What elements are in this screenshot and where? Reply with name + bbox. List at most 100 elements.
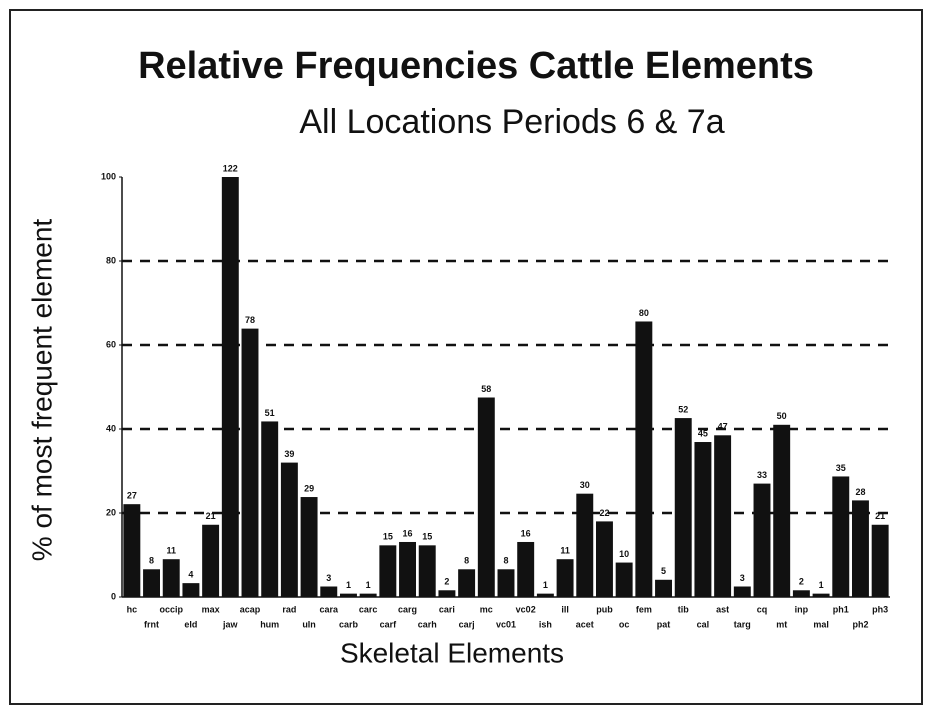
x-tick-label: cal xyxy=(697,619,710,629)
x-tick-label: oc xyxy=(619,619,630,629)
x-tick-label: hum xyxy=(260,619,279,629)
bar xyxy=(615,562,633,597)
data-label: 80 xyxy=(639,308,649,318)
x-tick-label: ast xyxy=(716,604,729,614)
bar xyxy=(694,442,712,597)
x-tick-label: eld xyxy=(184,619,197,629)
x-tick-label: vc02 xyxy=(516,604,536,614)
bar xyxy=(438,590,456,597)
y-tick-label: 80 xyxy=(106,255,116,265)
x-tick-label: ph2 xyxy=(852,619,868,629)
x-tick-label: occip xyxy=(159,604,183,614)
chart-title: Relative Frequencies Cattle Elements xyxy=(138,45,814,87)
data-label: 27 xyxy=(127,491,137,501)
x-tick-label: cara xyxy=(320,604,340,614)
data-label: 122 xyxy=(223,163,238,173)
bar xyxy=(202,524,220,597)
data-label: 47 xyxy=(718,422,728,432)
x-tick-label: fem xyxy=(636,604,652,614)
bar xyxy=(241,328,259,597)
data-label: 1 xyxy=(366,580,371,590)
x-tick-label: jaw xyxy=(222,619,239,629)
data-label: 2 xyxy=(799,577,804,587)
y-tick-label: 40 xyxy=(106,423,116,433)
data-label: 5 xyxy=(661,566,666,576)
x-tick-label: mc xyxy=(480,604,493,614)
x-tick-label: carb xyxy=(339,619,359,629)
bar xyxy=(123,504,141,597)
data-label: 58 xyxy=(481,384,491,394)
data-label: 39 xyxy=(284,449,294,459)
bar xyxy=(280,462,298,597)
x-tick-label: tib xyxy=(678,604,689,614)
bar xyxy=(418,545,436,597)
bar xyxy=(792,590,810,597)
data-label: 51 xyxy=(265,408,275,418)
x-tick-label: carc xyxy=(359,604,378,614)
bar xyxy=(477,397,495,597)
x-tick-label: cari xyxy=(439,604,455,614)
data-label: 22 xyxy=(599,508,609,518)
frame xyxy=(9,9,923,705)
data-label: 11 xyxy=(166,546,176,556)
data-label: 52 xyxy=(678,404,688,414)
bar xyxy=(812,593,830,597)
bar xyxy=(320,586,338,597)
data-label: 28 xyxy=(855,487,865,497)
y-tick-label: 60 xyxy=(106,339,116,349)
x-tick-label: inp xyxy=(795,604,809,614)
data-label: 1 xyxy=(543,580,548,590)
x-tick-label: acet xyxy=(576,619,594,629)
x-tick-label: ph3 xyxy=(872,604,888,614)
bar xyxy=(733,586,751,597)
y-tick-label: 0 xyxy=(111,591,116,601)
bar xyxy=(497,569,515,597)
x-tick-label: carj xyxy=(459,619,475,629)
bar xyxy=(714,435,732,597)
bar xyxy=(339,593,357,597)
data-label: 11 xyxy=(560,546,570,556)
x-tick-label: ill xyxy=(561,604,569,614)
x-tick-label: targ xyxy=(734,619,751,629)
bar xyxy=(753,483,771,597)
bar xyxy=(635,321,653,597)
bar xyxy=(182,583,200,597)
data-label: 8 xyxy=(149,556,154,566)
data-label: 16 xyxy=(403,528,413,538)
bar xyxy=(261,421,279,597)
bar xyxy=(221,177,239,597)
bar xyxy=(517,541,535,597)
data-label: 29 xyxy=(304,483,314,493)
data-label: 4 xyxy=(188,570,193,580)
data-label: 3 xyxy=(326,573,331,583)
data-label: 16 xyxy=(521,528,531,538)
bar xyxy=(595,521,613,597)
bar xyxy=(832,476,850,597)
x-tick-label: carf xyxy=(380,619,398,629)
data-label: 3 xyxy=(740,573,745,583)
data-label: 10 xyxy=(619,549,629,559)
data-label: 50 xyxy=(777,411,787,421)
bar xyxy=(399,541,417,597)
x-tick-label: ish xyxy=(539,619,552,629)
x-tick-label: mal xyxy=(813,619,829,629)
data-label: 35 xyxy=(836,463,846,473)
bar xyxy=(162,559,180,597)
data-label: 33 xyxy=(757,470,767,480)
x-tick-label: uln xyxy=(302,619,316,629)
y-tick-label: 20 xyxy=(106,507,116,517)
bar xyxy=(143,569,161,597)
data-label: 8 xyxy=(503,556,508,566)
data-label: 45 xyxy=(698,428,708,438)
x-tick-label: rad xyxy=(282,604,296,614)
x-tick-label: cq xyxy=(757,604,768,614)
data-label: 2 xyxy=(444,577,449,587)
x-tick-label: pub xyxy=(596,604,613,614)
data-label: 30 xyxy=(580,480,590,490)
data-label: 1 xyxy=(819,580,824,590)
x-tick-label: mt xyxy=(776,619,787,629)
x-tick-label: frnt xyxy=(144,619,159,629)
bar xyxy=(536,593,554,597)
y-tick-label: 100 xyxy=(101,171,116,181)
